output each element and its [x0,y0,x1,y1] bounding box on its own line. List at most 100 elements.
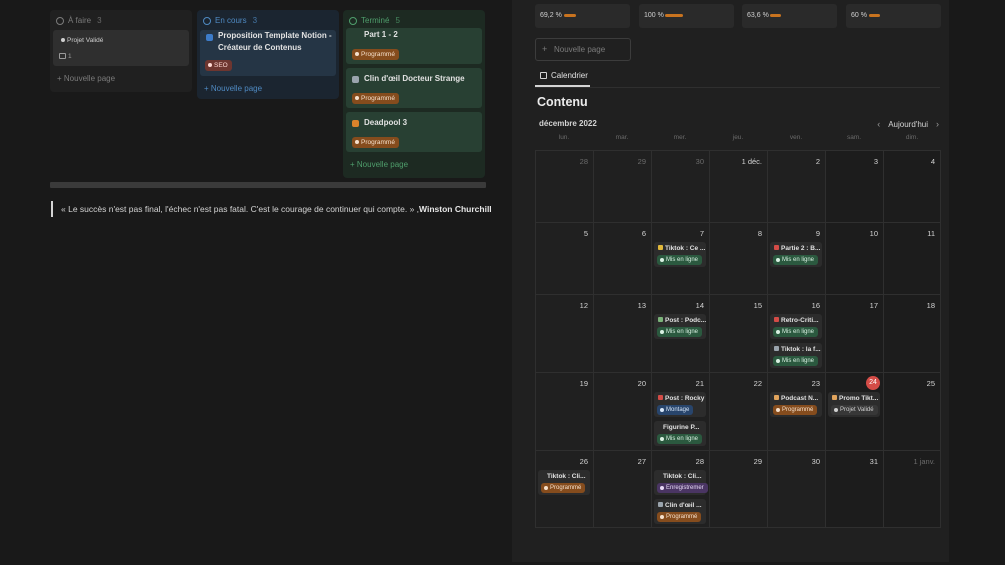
progress-card[interactable]: 69,2 % [535,4,630,28]
calendar-day-cell[interactable]: 10 [825,222,883,294]
kanban-card[interactable]: Deadpool 3 Programmé [346,112,482,152]
new-page-button[interactable]: + Nouvelle page [57,74,116,83]
column-header[interactable]: En cours 3 [203,16,257,25]
calendar-day-cell[interactable]: 12 [535,294,593,372]
progress-card[interactable]: 100 % [639,4,734,28]
card-title: Clin d'œil Docteur Strange [364,74,465,83]
column-header[interactable]: Terminé 5 [349,16,400,25]
calendar-day-cell[interactable]: 3 [825,150,883,222]
column-todo: À faire 3 Projet Validé 1 + Nouvelle pag… [50,10,192,92]
calendar-day-cell[interactable]: 28 [535,150,593,222]
event-title: Tiktok : Ce ... [665,245,706,252]
tab-calendar[interactable]: Calendrier [535,66,590,87]
calendar-day-cell[interactable]: 31 [825,450,883,528]
calendar-event[interactable]: Tiktok : Ce ... Mis en ligne [654,242,706,267]
card-title: Deadpool 3 [364,118,408,127]
comment-icon [59,53,66,59]
calendar-day-cell[interactable]: 14 [651,294,709,372]
date-number: 22 [753,379,762,388]
calendar-day-cell[interactable]: 9 [767,222,825,294]
calendar-nav: ‹ Aujourd'hui › [877,119,939,129]
calendar-day-cell[interactable]: 13 [593,294,651,372]
status-tag: Mis en ligne [657,327,703,337]
date-number: 29 [753,457,762,466]
event-emoji-icon [774,346,779,351]
status-tag: Mis en ligne [773,327,819,337]
today-date-number: 24 [866,376,880,390]
calendar-event[interactable]: Promo Tikt... Projet Validé [828,392,880,417]
calendar-event[interactable]: Post : Rocky Montage [654,392,706,417]
calendar-day-cell[interactable]: 5 [535,222,593,294]
calendar-day-cell[interactable]: 29 [593,150,651,222]
card-title: Créateur de Contenus [218,43,302,52]
calendar-day-cell[interactable]: 1 déc. [709,150,767,222]
calendar-day-cell[interactable]: 2 [767,150,825,222]
calendar-day-cell[interactable]: 20 [593,372,651,450]
date-number: 16 [811,301,820,310]
column-header[interactable]: À faire 3 [56,16,102,25]
calendar-day-cell[interactable]: 11 [883,222,941,294]
progress-bar [770,14,781,17]
calendar-day-cell[interactable]: 30 [767,450,825,528]
kanban-card[interactable]: Projet Validé 1 [53,30,189,66]
progress-card[interactable]: 63,6 % [742,4,837,28]
horizontal-scrollbar[interactable] [50,182,486,188]
calendar-day-cell[interactable]: 28 [651,450,709,528]
plus-icon: + [542,44,548,54]
new-page-button[interactable]: + Nouvelle page [535,38,631,61]
date-number: 15 [753,301,762,310]
calendar-day-cell[interactable]: 15 [709,294,767,372]
column-done: Terminé 5 Part 1 - 2 Programmé Clin d'œi… [343,10,485,178]
calendar-event[interactable]: Podcast N... Programmé [770,392,822,417]
status-tag: Enregistremer [657,483,708,493]
date-number: 27 [637,457,646,466]
calendar-day-cell[interactable]: 21 [651,372,709,450]
event-title: Post : Rocky [665,395,705,402]
kanban-card[interactable]: Part 1 - 2 Programmé [346,28,482,64]
calendar-day-cell[interactable]: 27 [593,450,651,528]
chevron-right-icon[interactable]: › [936,119,939,129]
kanban-card[interactable]: Proposition Template Notion - Créateur d… [200,30,336,76]
calendar-event[interactable]: Clin d'œil ... Programmé [654,499,706,524]
calendar-day-cell[interactable]: 16 [767,294,825,372]
calendar-day-cell[interactable]: 4 [883,150,941,222]
calendar-day-cell[interactable]: 29 [709,450,767,528]
card-emoji-icon [352,120,359,127]
weekday-header: mer. [673,134,687,141]
calendar-day-cell[interactable]: 22 [709,372,767,450]
calendar-event[interactable]: Tiktok : Cli... Programmé [538,470,590,495]
new-page-button[interactable]: + Nouvelle page [204,84,263,93]
weekday-header: ven. [789,134,803,141]
calendar-day-cell[interactable]: 19 [535,372,593,450]
calendar-day-cell[interactable]: 7 [651,222,709,294]
calendar-day-cell[interactable]: 18 [883,294,941,372]
calendar-day-cell[interactable]: 6 [593,222,651,294]
date-number: 23 [811,379,820,388]
calendar-day-cell[interactable]: 30 [651,150,709,222]
calendar-event[interactable]: Tiktok : la f... Mis en ligne [770,343,822,368]
date-number: 4 [930,157,935,166]
event-emoji-icon [658,245,663,250]
date-number: 6 [641,229,646,238]
kanban-card[interactable]: Clin d'œil Docteur Strange Programmé [346,68,482,108]
calendar-event[interactable]: Partie 2 : B... Mis en ligne [770,242,822,267]
calendar-event[interactable]: Tiktok : Cli... Enregistremer [654,470,708,495]
date-number: 2 [815,157,820,166]
check-circle-icon [349,16,357,25]
chevron-left-icon[interactable]: ‹ [877,119,881,129]
calendar-day-cell[interactable]: 26 [535,450,593,528]
calendar-event[interactable]: Retro-Criti... Mis en ligne [770,314,822,339]
progress-card[interactable]: 60 % [846,4,941,28]
calendar-day-cell[interactable]: 23 [767,372,825,450]
today-button[interactable]: Aujourd'hui [888,119,928,129]
status-tag: Programmé [352,93,399,104]
new-page-button[interactable]: + Nouvelle page [350,160,409,169]
calendar-day-cell[interactable]: 1 janv. [883,450,941,528]
calendar-event[interactable]: Post : Podc... Mis en ligne [654,314,706,339]
date-number: 13 [637,301,646,310]
status-tag: Mis en ligne [657,434,703,444]
calendar-event[interactable]: Figurine P... Mis en ligne [654,421,706,446]
calendar-day-cell[interactable]: 17 [825,294,883,372]
calendar-day-cell[interactable]: 25 [883,372,941,450]
calendar-day-cell[interactable]: 8 [709,222,767,294]
